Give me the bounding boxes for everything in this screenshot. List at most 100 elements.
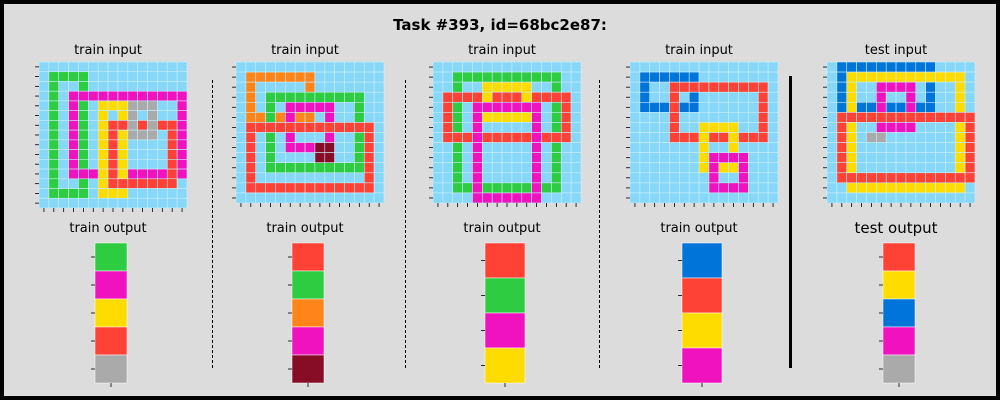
panel-2-input-grid-cell [334,112,345,123]
panel-4-input-grid-cell [639,152,651,164]
panel-1-input-grid-cell [97,168,109,180]
panel-3-input-grid-cell [511,112,523,123]
panel-2-input-grid-cell [294,71,306,83]
panel-4-input-grid-cell [679,71,690,83]
panel-1-input-grid-cell [68,139,79,150]
test-input-grid-cell [836,81,848,93]
panel-3-input-grid-cell [432,182,444,194]
test-input-grid-cell [836,142,848,153]
panel-1-input-grid-cell [117,100,129,111]
panel-3-input-grid-cell [570,71,582,83]
panel-1-input-grid-cell [127,100,138,111]
panel-3-input-grid-cell [491,132,503,143]
test-input-grid-cell [836,112,848,123]
panel-4-input-grid-cell [649,182,660,194]
panel-1-input-grid-cell [127,120,138,131]
panel-3-input-grid-cell [491,142,503,153]
panel-1-input-grid-cell [127,81,138,92]
test-input-grid-cell [935,142,946,153]
panel-3-input-grid-cell [531,71,542,83]
panel-3-input-grid-cell [560,192,572,204]
panel-4-input-grid-cell [669,172,680,184]
panel-3-input-grid-cell [541,162,552,174]
panel-4-input-grid-cell [669,61,680,73]
panel-2-output-grid-cell [291,242,325,272]
panel-1-input-grid-cell [78,149,89,160]
panel-1-input-grid-cell [78,139,89,150]
panel-4-output-grid-cell [681,347,723,384]
panel-3-input-grid-cell [511,182,523,194]
panel-2-input-grid-cell [294,112,306,123]
panel-2-input-grid-cell [275,162,286,174]
panel-4-input-grid-cell [639,91,651,103]
panel-2-input-grid-cell [363,152,375,164]
panel-4-input-grid-cell [629,142,641,153]
panel-1-input-grid-cell [176,129,188,141]
panel-3-input-grid-cell [482,172,493,184]
panel-3-input-grid-cell [491,172,503,184]
panel-2-input-grid-cell [344,101,355,113]
panel-1-input-grid-cell [97,178,109,189]
panel-4-input-grid-cell [649,112,660,123]
panel-1-input-grid-cell [58,197,69,209]
panel-1-input-grid-cell [97,61,109,73]
panel-4-input-grid-cell [659,162,670,174]
test-input-grid-cell [846,91,857,103]
test-input-grid-cell [895,152,907,164]
test-input-grid-cell [905,142,917,153]
panel-2-input-grid-cell [255,112,266,123]
panel-4-input-grid-cell [767,192,779,204]
test-input-grid-cell [876,81,887,93]
separator-dashed-2 [405,80,406,368]
panel-4-input-grid-cell [649,172,660,184]
test-output-grid-cell [882,270,916,300]
panel-3-input-grid-cell [501,152,513,164]
panel-1-input-grid-cell [97,120,109,131]
test-input-grid-cell [935,132,946,143]
panel-3-input-grid-cell [482,162,493,174]
panel-2-input-grid-cell [314,101,326,113]
test-input-grid-cell [856,142,867,153]
panel-1-input-grid-cell [58,139,69,150]
panel-1-input-grid-cell [48,100,60,111]
panel-2-input-grid-cell [324,71,335,83]
panel-4-input-grid-cell [738,182,749,194]
panel-2-input-grid-cell [363,142,375,153]
panel-4-input-grid-cell [728,152,739,164]
panel-2-input-grid-cell [373,132,385,143]
test-input-grid-cell [954,91,966,103]
panel-4-input-grid-cell [718,91,729,103]
test-input-grid-cell [836,192,848,204]
panel-3-input-grid-cell [452,192,463,204]
panel-2-input-grid-cell [285,172,296,184]
panel-1-input-grid-cell [166,149,178,160]
test-input-grid-cell [895,182,907,194]
panel-1-input-grid-cell [157,81,168,92]
panel-3-input-grid-cell [560,162,572,174]
panel-3-input-grid-cell [462,152,473,164]
panel-3-input-grid-cell [452,61,463,73]
panel-4-input-grid-cell [659,61,670,73]
panel-4-input-grid-cell [718,71,729,83]
panel-4-input-grid-cell [679,112,690,123]
panel-4-input-grid-cell [639,81,651,93]
panel-2-input-grid-cell [373,152,385,164]
panel-3-input-grid-cell [491,61,503,73]
panel-3-input-grid-cell [541,61,552,73]
panel-2-input-grid-cell [235,61,247,73]
panel-1-input-grid-cell [166,81,178,92]
panel-2-input-grid-cell [324,162,335,174]
panel-3-input-grid-cell [452,172,463,184]
test-input-grid-cell [954,81,966,93]
test-input-grid-cell [856,172,867,184]
panel-3-input-grid-cell [462,192,473,204]
test-input-grid-cell [964,122,976,133]
panel-1-input-grid-cell [38,90,50,102]
panel-2-input-grid-cell [314,112,326,123]
panel-2-output-grid-cell [291,354,325,384]
panel-3-output-grid-cell [484,312,526,349]
panel-3-input-grid-cell [511,71,523,83]
panel-2-output-grid [288,242,325,387]
panel-2-input-grid-cell [373,71,385,83]
panel-1-input-grid-cell [78,120,89,131]
